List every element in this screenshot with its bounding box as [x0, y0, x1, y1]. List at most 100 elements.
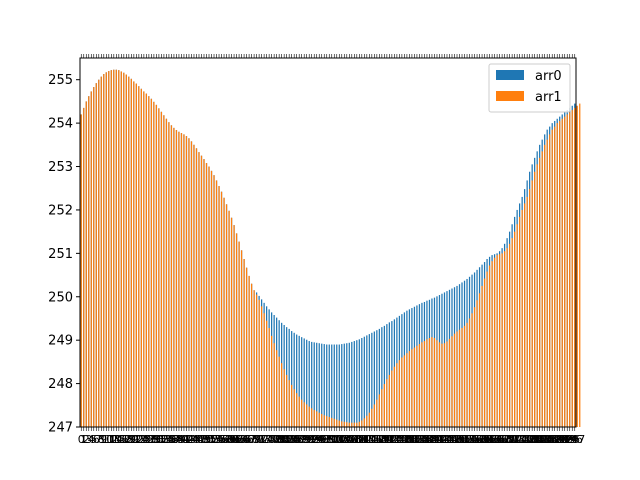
x-tick-label: 77: [267, 433, 281, 446]
bar-arr1-106: [346, 422, 348, 427]
x-tick-label: 163: [479, 433, 500, 446]
bar-arr1-152: [461, 328, 463, 427]
bar-arr1-94: [316, 411, 318, 427]
x-tick-label: 165: [484, 433, 505, 446]
legend-label-arr1: arr1: [535, 90, 562, 105]
x-tick-label: 94: [310, 433, 324, 446]
x-tick-label: 78: [270, 433, 284, 446]
x-tick-label: 30: [149, 433, 163, 446]
x-tick-label: 54: [210, 433, 224, 446]
bar-arr1-119: [378, 394, 380, 427]
x-tick-label: 75: [262, 433, 276, 446]
bar-arr1-26: [145, 93, 148, 427]
bar-arr1-86: [296, 393, 298, 427]
bar-arr1-87: [298, 396, 300, 427]
bar-arr1-15: [118, 70, 120, 427]
bar-arr1-142: [436, 340, 438, 427]
bar-arr1-88: [301, 399, 303, 427]
x-tick-label: 79: [272, 433, 286, 446]
bar-arr1-60: [230, 217, 233, 427]
x-tick-label: 49: [197, 433, 211, 446]
x-tick-label: 4: [88, 433, 95, 446]
x-tick-label: 147: [439, 433, 460, 446]
x-tick-label: 168: [492, 433, 513, 446]
bar-arr1-137: [423, 341, 426, 427]
x-tick-label: 21: [127, 433, 141, 446]
bar-arr1-114: [366, 415, 368, 427]
x-tick-label: 104: [331, 433, 352, 446]
x-tick-label: 162: [477, 433, 498, 446]
x-tick-label: 5: [90, 433, 97, 446]
x-tick-label: 124: [381, 433, 402, 446]
x-tick-label: 127: [389, 433, 410, 446]
bar-arr1-157: [473, 307, 476, 427]
bar-arr1-145: [443, 343, 446, 427]
bar-arr1-128: [401, 357, 403, 427]
x-tick-label: 83: [282, 433, 296, 446]
x-tick-label: 196: [562, 433, 583, 446]
bar-arr1-182: [536, 164, 538, 428]
legend-label-arr0: arr0: [535, 69, 562, 84]
bar-arr1-52: [210, 170, 213, 427]
bar-arr1-147: [448, 338, 451, 427]
x-tick-label: 47: [192, 433, 206, 446]
bar-arr0-114: [366, 335, 368, 427]
x-tick-label: 69: [247, 433, 261, 446]
bar-arr1-67: [248, 275, 250, 427]
bar-arr1-133: [413, 347, 416, 427]
bar-arr1-56: [220, 191, 223, 427]
x-tick-label: 184: [532, 433, 553, 446]
bar-arr1-92: [311, 408, 313, 427]
bar-arr1-10: [105, 72, 107, 427]
x-tick-label: 150: [447, 433, 468, 446]
bar-arr1-22: [135, 83, 137, 428]
bar-arr1-174: [516, 224, 518, 427]
bar-arr1-42: [185, 136, 188, 427]
bar-arr1-163: [488, 265, 491, 427]
bar-arr1-123: [388, 374, 390, 427]
x-tick-label: 156: [462, 433, 483, 446]
bar-arr1-159: [478, 293, 481, 427]
bar-arr1-18: [125, 74, 127, 427]
bar-arr1-131: [408, 351, 411, 427]
bar-arr1-79: [278, 356, 280, 427]
bar-arr1-154: [466, 322, 468, 427]
x-tick-label: 71: [252, 433, 266, 446]
x-tick-label: 148: [442, 433, 463, 446]
x-tick-label: 91: [302, 433, 316, 446]
bar-arr1-185: [544, 144, 546, 427]
bar-arr1-96: [321, 413, 323, 427]
bar-arr0-96: [321, 343, 323, 427]
bar-arr1-107: [348, 422, 350, 427]
x-tick-label: 146: [436, 433, 457, 446]
bar-arr1-193: [564, 116, 566, 428]
bar-arr1-161: [483, 278, 486, 427]
bar-arr1-105: [343, 421, 345, 427]
x-tick-label: 3: [85, 433, 92, 446]
bar-arr0-120: [381, 327, 383, 427]
x-tick-label: 84: [285, 433, 299, 446]
bar-arr1-17: [123, 72, 125, 427]
x-tick-label: 123: [379, 433, 400, 446]
bar-arr1-75: [268, 328, 270, 427]
x-tick-label: 38: [169, 433, 183, 446]
x-tick-label: 121: [374, 433, 395, 446]
bar-arr0-110: [356, 340, 358, 427]
bar-arr1-198: [576, 105, 578, 427]
x-tick-label: 65: [237, 433, 251, 446]
bar-arr1-85: [293, 389, 295, 427]
bar-arr1-41: [183, 134, 185, 427]
bar-arr1-170: [506, 248, 508, 427]
bar-arr1-183: [539, 157, 541, 427]
bar-arr1-109: [353, 422, 355, 427]
x-tick-label: 34: [159, 433, 173, 446]
bar-arr1-148: [451, 336, 453, 427]
bar-arr1-38: [175, 130, 178, 427]
x-tick-label: 126: [386, 433, 407, 446]
x-tick-label: 170: [497, 433, 518, 446]
x-tick-label: 6: [93, 433, 100, 446]
x-tick-label: 70: [250, 433, 264, 446]
bar-arr1-140: [431, 337, 433, 427]
bar-arr1-55: [218, 186, 220, 427]
